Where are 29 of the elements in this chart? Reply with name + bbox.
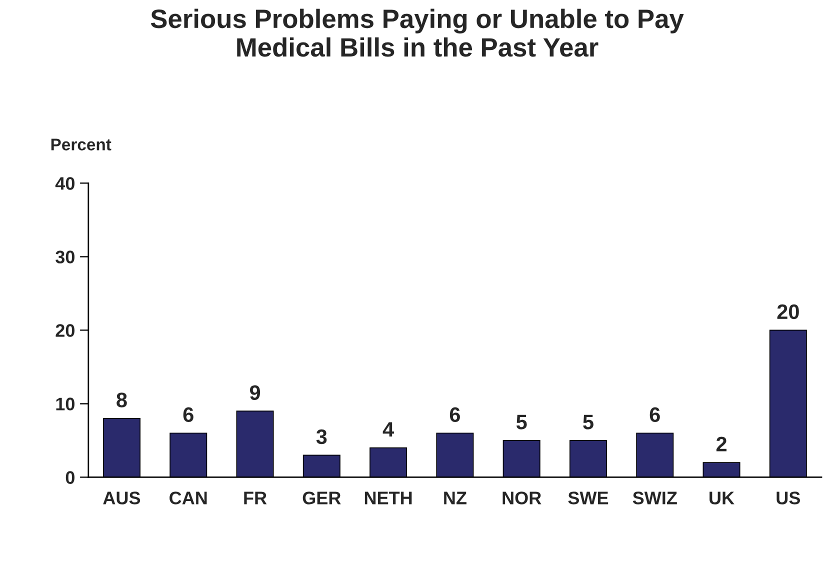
data-label: 2 <box>716 436 726 452</box>
x-tick-label: NETH <box>364 492 412 504</box>
x-tick-label: SWIZ <box>632 492 677 504</box>
data-label: 4 <box>382 422 394 437</box>
y-axis-title: Percent <box>51 138 112 150</box>
x-tick-label: GER <box>302 492 341 504</box>
x-tick-label: SWE <box>568 492 608 504</box>
data-label: 6 <box>450 407 460 422</box>
data-label: 8 <box>116 392 127 408</box>
data-label: 9 <box>250 385 260 400</box>
data-label: 6 <box>183 407 194 422</box>
x-tick-label: NZ <box>444 492 466 504</box>
data-label: 6 <box>650 407 660 422</box>
x-tick-label: US <box>776 492 800 504</box>
x-tick-label: NOR <box>502 492 542 504</box>
y-tick-label: 0 <box>66 471 74 484</box>
y-tick-label: 20 <box>56 324 74 337</box>
x-tick-label: FR <box>244 492 267 504</box>
data-label: 20 <box>777 304 799 320</box>
chart-title: Serious Problems Paying or Unable to Pay Medical Bills in the Past Year <box>150 8 684 57</box>
x-tick-label: AUS <box>103 492 140 504</box>
data-label: 5 <box>583 414 594 430</box>
x-tick-label: CAN <box>170 492 207 504</box>
data-label: 5 <box>516 414 527 430</box>
y-tick-label: 30 <box>56 250 74 264</box>
y-tick-label: 40 <box>55 177 74 190</box>
y-tick-label: 10 <box>56 398 74 410</box>
x-tick-label: UK <box>710 492 734 504</box>
data-label: 3 <box>316 429 327 444</box>
